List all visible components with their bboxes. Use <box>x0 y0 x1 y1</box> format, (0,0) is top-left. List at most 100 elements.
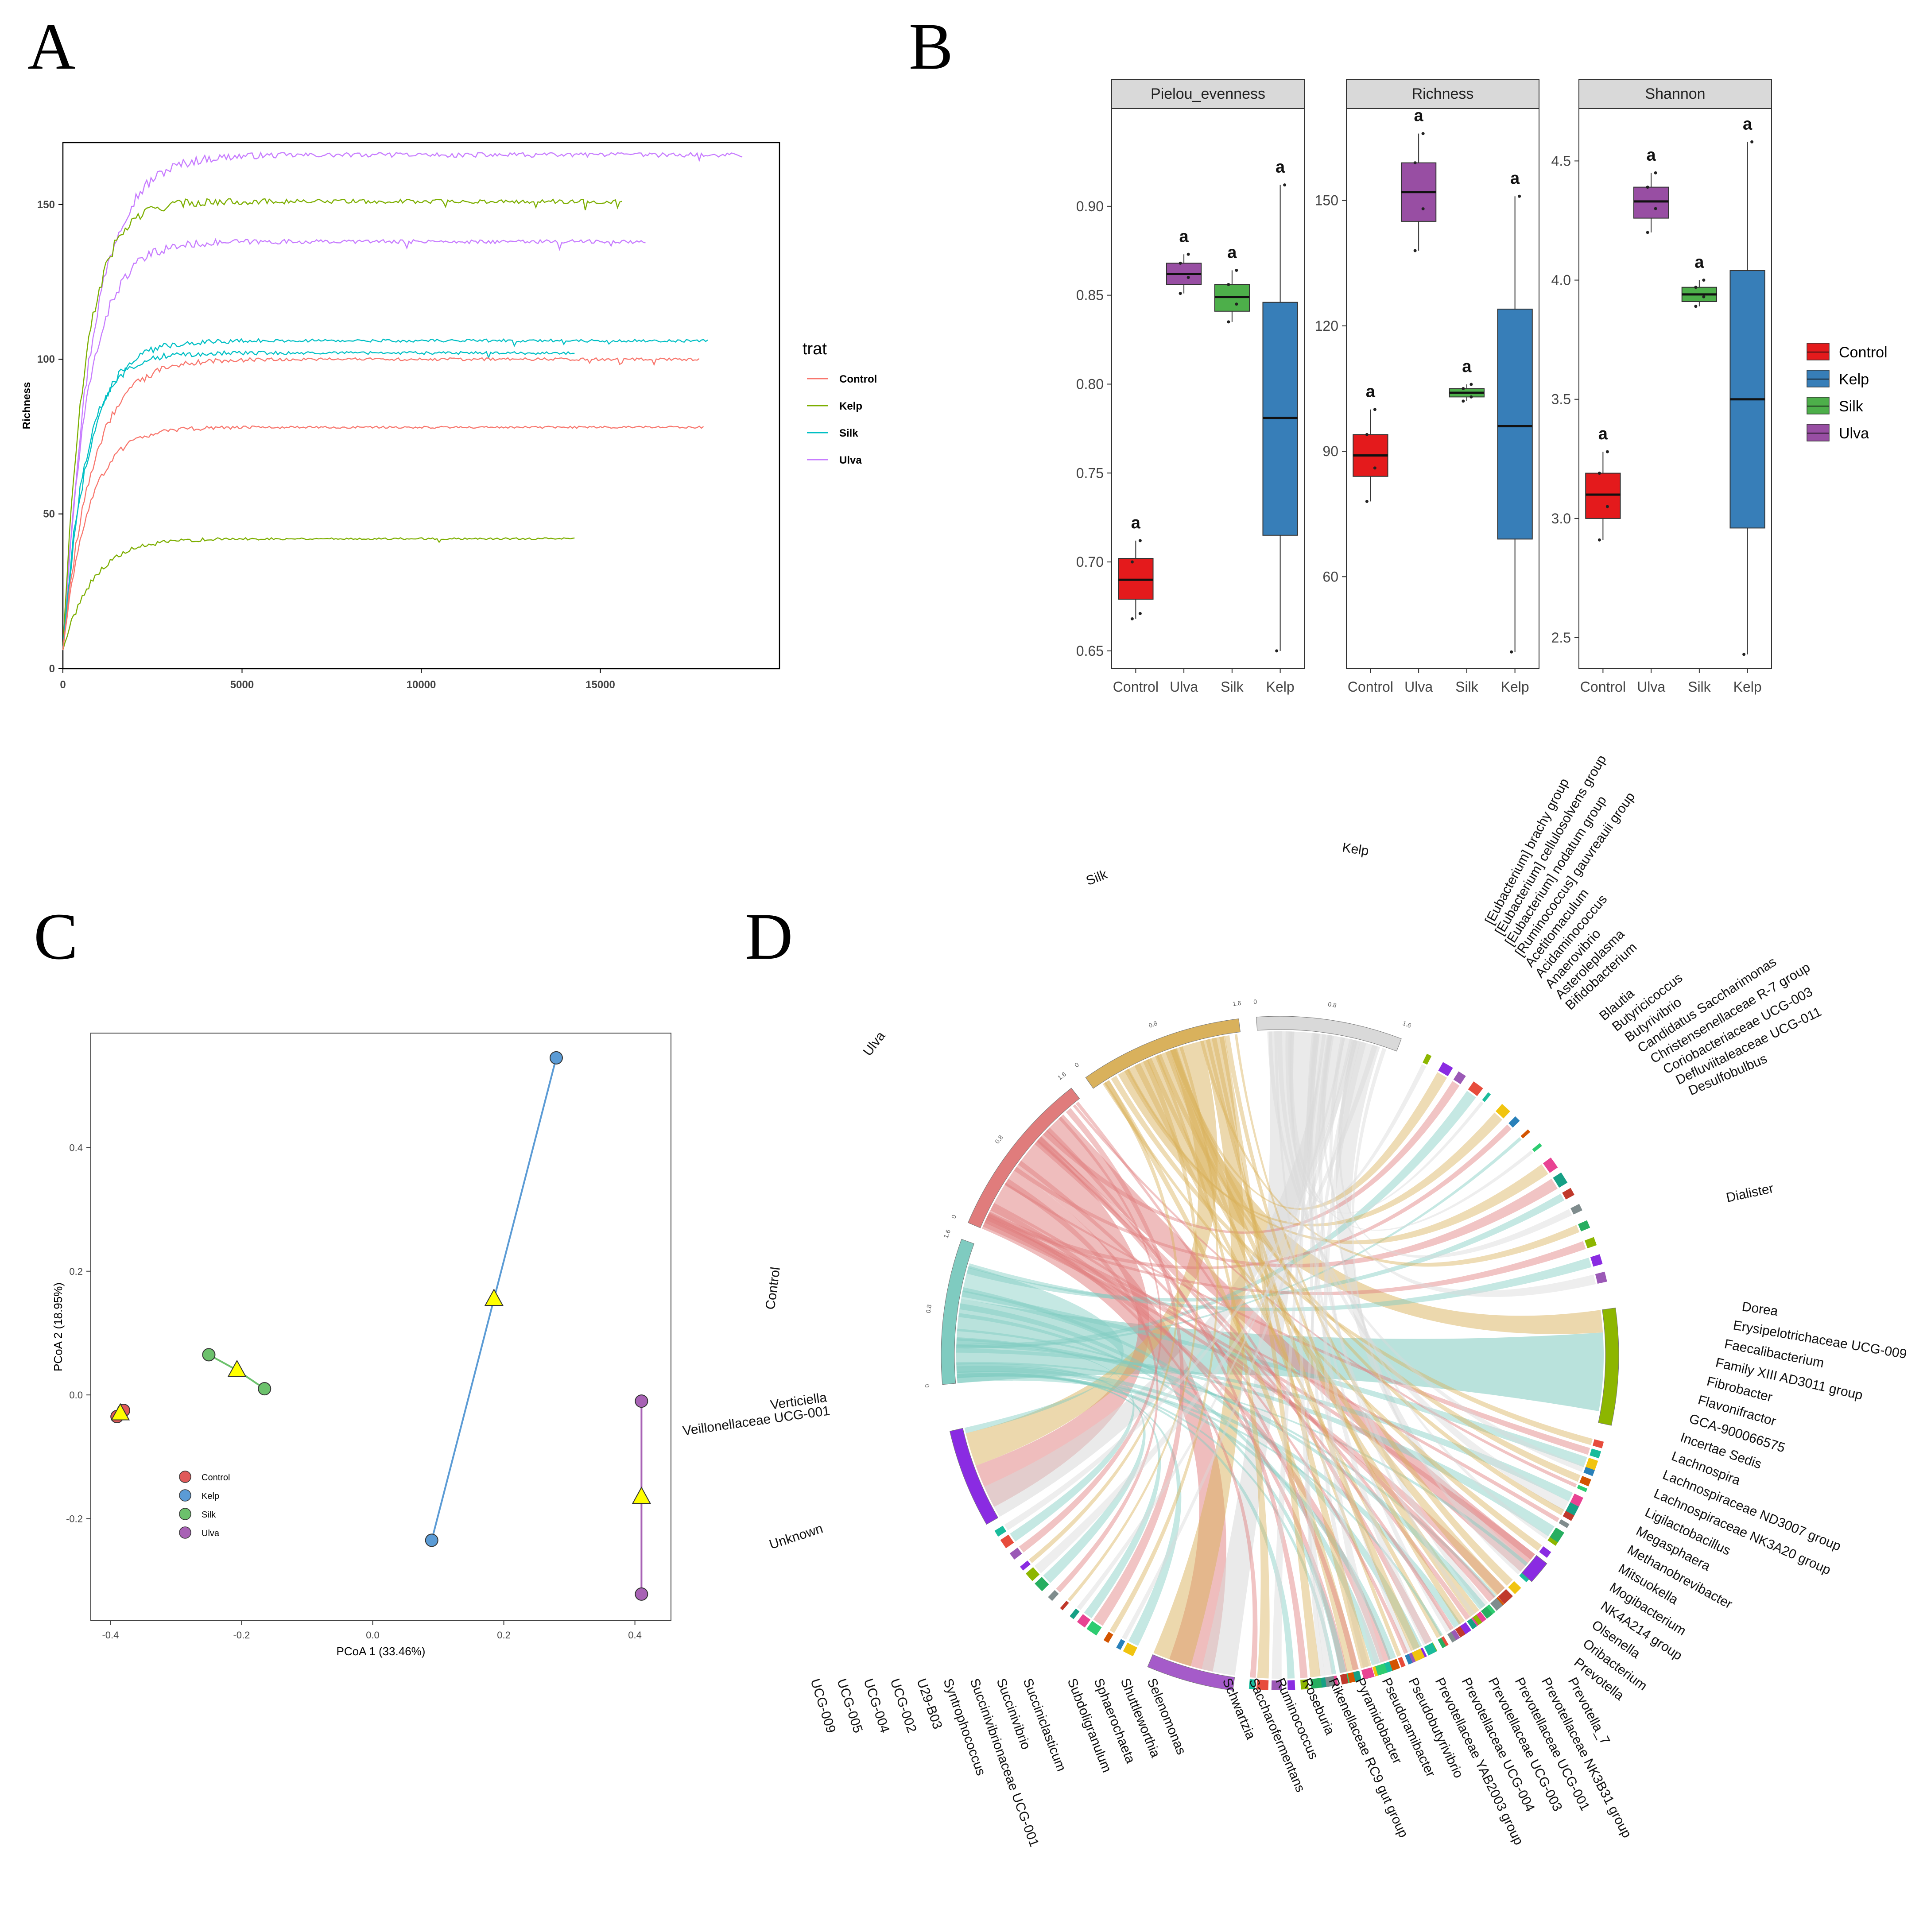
panel-b-legend-label: Control <box>1839 344 1888 361</box>
panel-d-taxon-arc <box>1271 1680 1282 1690</box>
panel-d-taxon-arc <box>1287 1680 1295 1690</box>
panel-b-significance-label: a <box>1462 357 1472 376</box>
panel-d-taxon-arc <box>1563 1510 1574 1521</box>
panel-b-data-point <box>1597 538 1601 542</box>
panel-b-data-point <box>1235 302 1238 306</box>
panel-b-x-tick-label: Kelp <box>1266 679 1295 695</box>
panel-d-ribbon <box>1155 1055 1270 1679</box>
panel-d-taxon-arc <box>1549 1527 1564 1543</box>
panel-d-taxon-arc <box>1498 1589 1513 1604</box>
panel-a-curve-control <box>62 357 700 650</box>
panel-d-taxon-arc <box>1389 1659 1400 1671</box>
panel-d-taxon-arc <box>1086 1621 1102 1636</box>
panel-d-taxon-arc <box>1320 1677 1327 1688</box>
panel-d-taxon-arc <box>1460 1622 1472 1634</box>
panel-b-data-point <box>1130 560 1134 564</box>
panel-d-taxon-arc <box>1547 1537 1558 1546</box>
panel-d-taxon-arc <box>1438 1062 1453 1076</box>
panel-b-box-kelp <box>1497 309 1533 540</box>
panel-c-legend-key-ulva <box>179 1526 191 1539</box>
panel-d-taxon-arc <box>1310 1678 1322 1689</box>
panel-b-significance-label: a <box>1598 425 1608 443</box>
panel-d-taxon-arc <box>1553 1172 1568 1188</box>
panel-b-legend-label: Ulva <box>1839 425 1869 442</box>
panel-b-data-point <box>1605 505 1609 508</box>
panel-b-x-tick-label: Ulva <box>1404 679 1433 695</box>
panel-d-taxon-arc <box>1020 1560 1031 1571</box>
panel-d-taxon-arc <box>1300 1679 1309 1690</box>
panel-d-taxon-arc <box>1595 1271 1607 1284</box>
panel-c-point-silk <box>258 1382 271 1396</box>
panel-c-point-ulva <box>635 1587 648 1601</box>
panel-d-taxon-arc <box>1467 1618 1477 1630</box>
panel-d-taxon-arc <box>1325 1676 1335 1687</box>
panel-a-rarefaction: 0 5000 10000 15000 0 50 100 150 Richness trat Cont… <box>21 142 877 691</box>
panel-b-data-point <box>1179 261 1182 265</box>
panel-c-pcoa: -0.4 -0.2 0.0 0.2 0.4 -0.2 0.0 0.2 0.4 PCoA 1 (33… <box>51 1033 671 1658</box>
panel-b-facet-title: Richness <box>1412 85 1474 102</box>
panel-d-taxon-arc-dialister <box>1598 1307 1619 1426</box>
panel-d-taxon-label: UCG-009 <box>807 1677 838 1735</box>
panel-b-y-tick-label: 4.0 <box>1551 272 1571 288</box>
panel-d-taxon-arc <box>1508 1116 1520 1128</box>
panel-d-taxon-arc <box>1570 1204 1582 1215</box>
panel-c-legend-label: Ulva <box>202 1529 220 1538</box>
panel-a-curve-ulva <box>62 238 646 650</box>
panel-d-ribbon <box>956 1137 1522 1349</box>
panel-b-legend-label: Silk <box>1839 398 1864 415</box>
panel-b-data-point <box>1702 279 1706 282</box>
panel-d-taxon-arc <box>1453 1071 1466 1084</box>
panel-b-y-tick-label: 0.70 <box>1076 554 1104 570</box>
panel-b-x-tick-label: Silk <box>1455 679 1479 695</box>
panel-b-y-tick-label: 2.5 <box>1551 630 1571 646</box>
panel-b-facet-title: Shannon <box>1645 85 1705 102</box>
panel-b-data-point <box>1694 305 1698 308</box>
panel-d-taxon-arc <box>1473 1615 1482 1625</box>
panel-c-spider-line-kelp <box>430 1299 495 1541</box>
panel-c-y-tick-label: -0.2 <box>66 1514 83 1525</box>
panel-d-group-axis-tick: 1.6 <box>1056 1070 1067 1081</box>
panel-b-data-point <box>1138 612 1142 616</box>
panel-b-data-point <box>1654 171 1657 174</box>
panel-d-group-axis-tick: 0 <box>1253 998 1257 1006</box>
panel-d-taxon-arc <box>1559 1519 1570 1528</box>
panel-a-y-tick-label: 100 <box>37 353 55 365</box>
panel-c-x-tick-label: -0.4 <box>102 1630 119 1641</box>
panel-d-taxon-arc <box>1585 1458 1598 1471</box>
panel-b-data-point <box>1605 450 1609 453</box>
panel-d-taxon-arc <box>1035 1577 1049 1591</box>
panel-d-taxon-label: Succiniclasticum <box>1020 1676 1069 1773</box>
panel-d-taxon-arc <box>1539 1546 1551 1558</box>
panel-d-ribbon <box>1336 1039 1528 1572</box>
panel-c-x-axis-title: PCoA 1 (33.46%) <box>337 1645 426 1658</box>
panel-d-ribbon <box>1290 1031 1427 1203</box>
panel-b-data-point <box>1186 276 1190 279</box>
panel-b-data-point <box>1179 292 1182 295</box>
panel-b-x-tick-label: Kelp <box>1501 679 1529 695</box>
panel-d-taxon-arc <box>1070 1608 1080 1619</box>
panel-c-x-tick-label: 0.0 <box>366 1630 380 1641</box>
panel-a-x-tick-label: 10000 <box>407 679 436 691</box>
panel-d-ribbon <box>961 1266 1124 1433</box>
panel-b-x-tick-label: Silk <box>1221 679 1244 695</box>
panel-d-taxon-arc <box>1398 1657 1406 1668</box>
panel-b-box-control <box>1585 472 1621 519</box>
panel-b-data-point <box>1373 408 1376 411</box>
panel-d-taxon-arc <box>1353 1670 1362 1682</box>
panel-c-legend-label: Silk <box>202 1510 216 1520</box>
panel-d-ribbon <box>1004 1178 1159 1593</box>
panel-d-taxon-arc <box>1447 1631 1458 1643</box>
panel-d-taxon-arc <box>1438 1637 1448 1649</box>
panel-letter-a: A <box>27 10 75 83</box>
panel-d-taxon-arc <box>1009 1547 1022 1560</box>
panel-a-curve-kelp <box>62 198 622 650</box>
panel-d-group-axis-tick: 0.8 <box>993 1134 1004 1145</box>
panel-d-taxon-label: U29-B03 <box>914 1676 945 1731</box>
panel-b-y-tick-label: 0.85 <box>1076 287 1104 303</box>
panel-a-x-tick-label: 15000 <box>585 679 615 691</box>
panel-d-taxon-arc <box>1340 1673 1349 1684</box>
panel-d-ribbon <box>1019 1116 1162 1553</box>
panel-b-data-point <box>1469 395 1473 399</box>
panel-a-y-axis-title: Richness <box>21 382 33 430</box>
